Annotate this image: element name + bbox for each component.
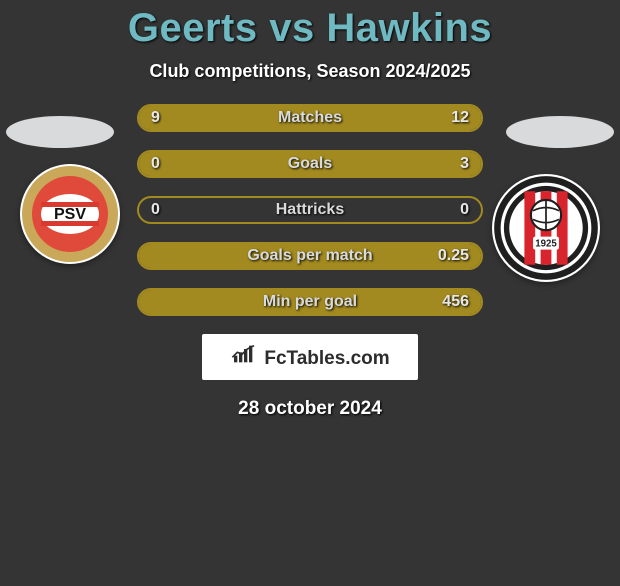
brand-logo: FcTables.com — [230, 344, 389, 370]
shadow-ellipse-left — [6, 116, 114, 148]
svg-text:PSV: PSV — [54, 206, 86, 223]
bar-label: Goals — [139, 152, 481, 176]
svg-text:1925: 1925 — [535, 238, 557, 249]
bar-label: Hattricks — [139, 198, 481, 222]
bar-label: Matches — [139, 106, 481, 130]
bar-value-right: 0 — [448, 198, 481, 222]
bar-value-right: 3 — [448, 152, 481, 176]
brand-box: FcTables.com — [202, 334, 418, 380]
stat-bar: 0Goals3 — [137, 150, 483, 178]
shadow-ellipse-right — [506, 116, 614, 148]
bar-value-right: 456 — [430, 290, 481, 314]
page-title: Geerts vs Hawkins — [0, 6, 620, 51]
bar-value-right: 0.25 — [426, 244, 481, 268]
psv-crest-svg: PSV — [20, 164, 120, 264]
bars-icon — [230, 344, 258, 364]
brand-text: FcTables.com — [264, 348, 389, 370]
stat-bar: 9Matches12 — [137, 104, 483, 132]
stat-bar: Goals per match0.25 — [137, 242, 483, 270]
subtitle: Club competitions, Season 2024/2025 — [0, 61, 620, 82]
stat-bar: Min per goal456 — [137, 288, 483, 316]
stat-bars: 9Matches120Goals30Hattricks0Goals per ma… — [137, 104, 483, 316]
date-label: 28 october 2024 — [0, 398, 620, 420]
bar-value-right: 12 — [439, 106, 481, 130]
comparison-arena: PSV 1925 9Matches120Goals30Hattricks0Goa… — [0, 104, 620, 420]
club-crest-left: PSV — [20, 164, 120, 264]
club-crest-right: 1925 — [492, 174, 600, 282]
emmen-crest-svg: 1925 — [492, 174, 600, 282]
stat-bar: 0Hattricks0 — [137, 196, 483, 224]
